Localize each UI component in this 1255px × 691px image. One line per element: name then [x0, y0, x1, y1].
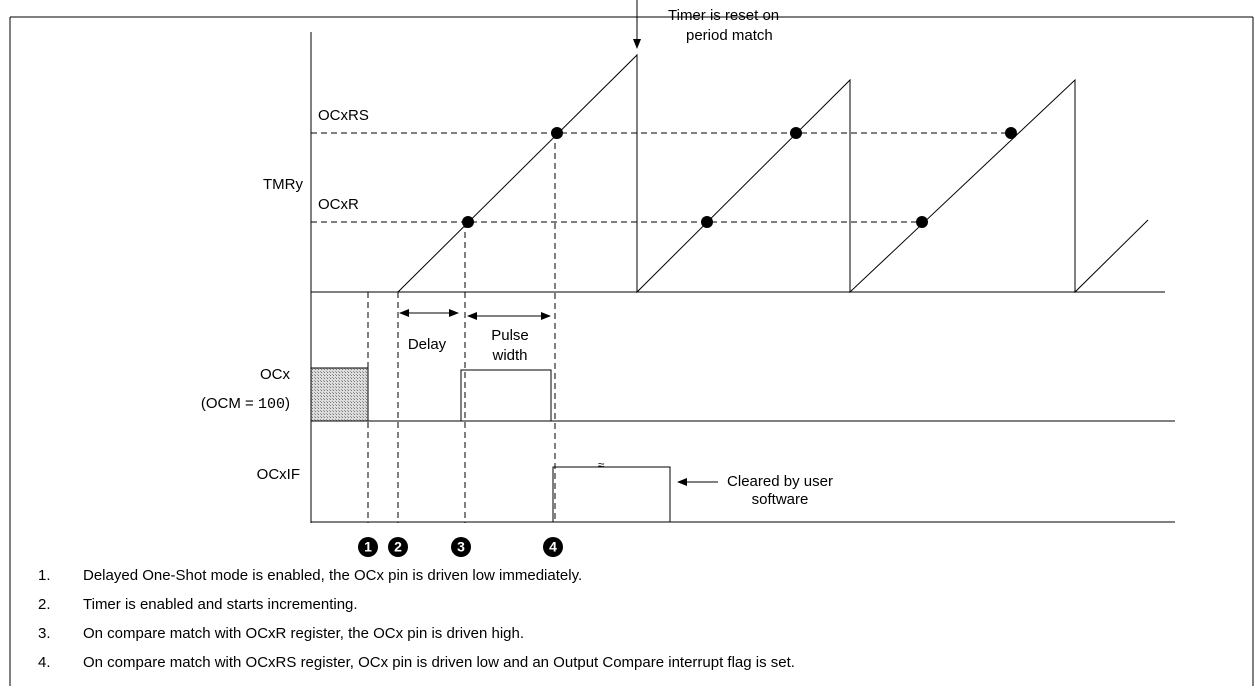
ocm-suffix: )	[285, 395, 290, 412]
marker-circle	[358, 537, 378, 557]
note-text: Timer is enabled and starts incrementing…	[83, 596, 358, 613]
ocm-value: 100	[258, 396, 285, 413]
ocx-pulse	[460, 369, 552, 421]
notes: 1. Delayed One-Shot mode is enabled, the …	[38, 567, 795, 671]
timer-ramp	[397, 53, 1149, 294]
note-text: On compare match with OCxR register, the…	[83, 625, 524, 642]
signal-label: OCxIF	[257, 466, 300, 483]
marker-number: 3	[457, 539, 465, 555]
delay-label: Delay	[408, 336, 447, 353]
ocm-prefix: (OCM =	[201, 395, 258, 412]
marker-circle	[451, 537, 471, 557]
markers: 1 2 3 4	[358, 537, 563, 557]
reset-note: period match	[686, 27, 773, 44]
signal-label: OCx	[260, 366, 291, 383]
cleared-note: software	[752, 491, 809, 508]
note-number: 2.	[38, 596, 51, 613]
marker-number: 1	[364, 539, 372, 555]
signal-label: TMRy	[263, 176, 303, 193]
marker-number: 4	[549, 539, 557, 555]
frame	[9, 16, 1254, 686]
compare-levels	[311, 132, 1005, 223]
reset-note: Timer is reset on	[668, 7, 779, 24]
signal-label: (OCM = 100)	[201, 395, 290, 413]
cleared-note: Cleared by user	[727, 473, 833, 490]
pulse-label: Pulse	[491, 327, 529, 344]
level-label: OCxRS	[318, 107, 369, 124]
marker-circle	[388, 537, 408, 557]
note-text: On compare match with OCxRS register, OC…	[83, 654, 795, 671]
axes	[310, 32, 1175, 523]
ocxif-signal	[552, 466, 671, 522]
note-text: Delayed One-Shot mode is enabled, the OC…	[83, 567, 582, 584]
break-mark: ≈	[598, 458, 605, 472]
note-number: 3.	[38, 625, 51, 642]
marker-number: 2	[394, 539, 402, 555]
note-number: 4.	[38, 654, 51, 671]
note-number: 1.	[38, 567, 51, 584]
ocx-initial	[310, 367, 369, 422]
width-arrows	[399, 309, 718, 486]
marker-circle	[543, 537, 563, 557]
level-label: OCxR	[318, 196, 359, 213]
pulse-label: width	[491, 347, 527, 364]
